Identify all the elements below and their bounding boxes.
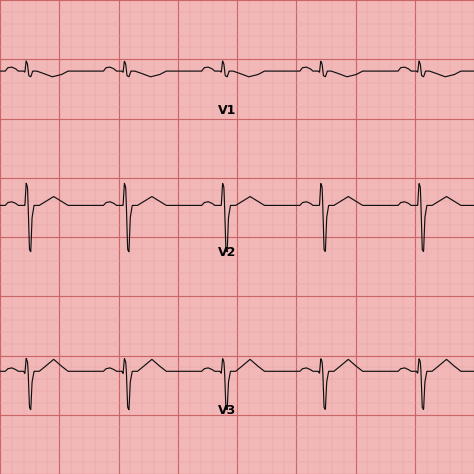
Text: V1: V1 [218, 104, 237, 117]
Text: V3: V3 [218, 404, 237, 417]
Text: V2: V2 [218, 246, 237, 259]
